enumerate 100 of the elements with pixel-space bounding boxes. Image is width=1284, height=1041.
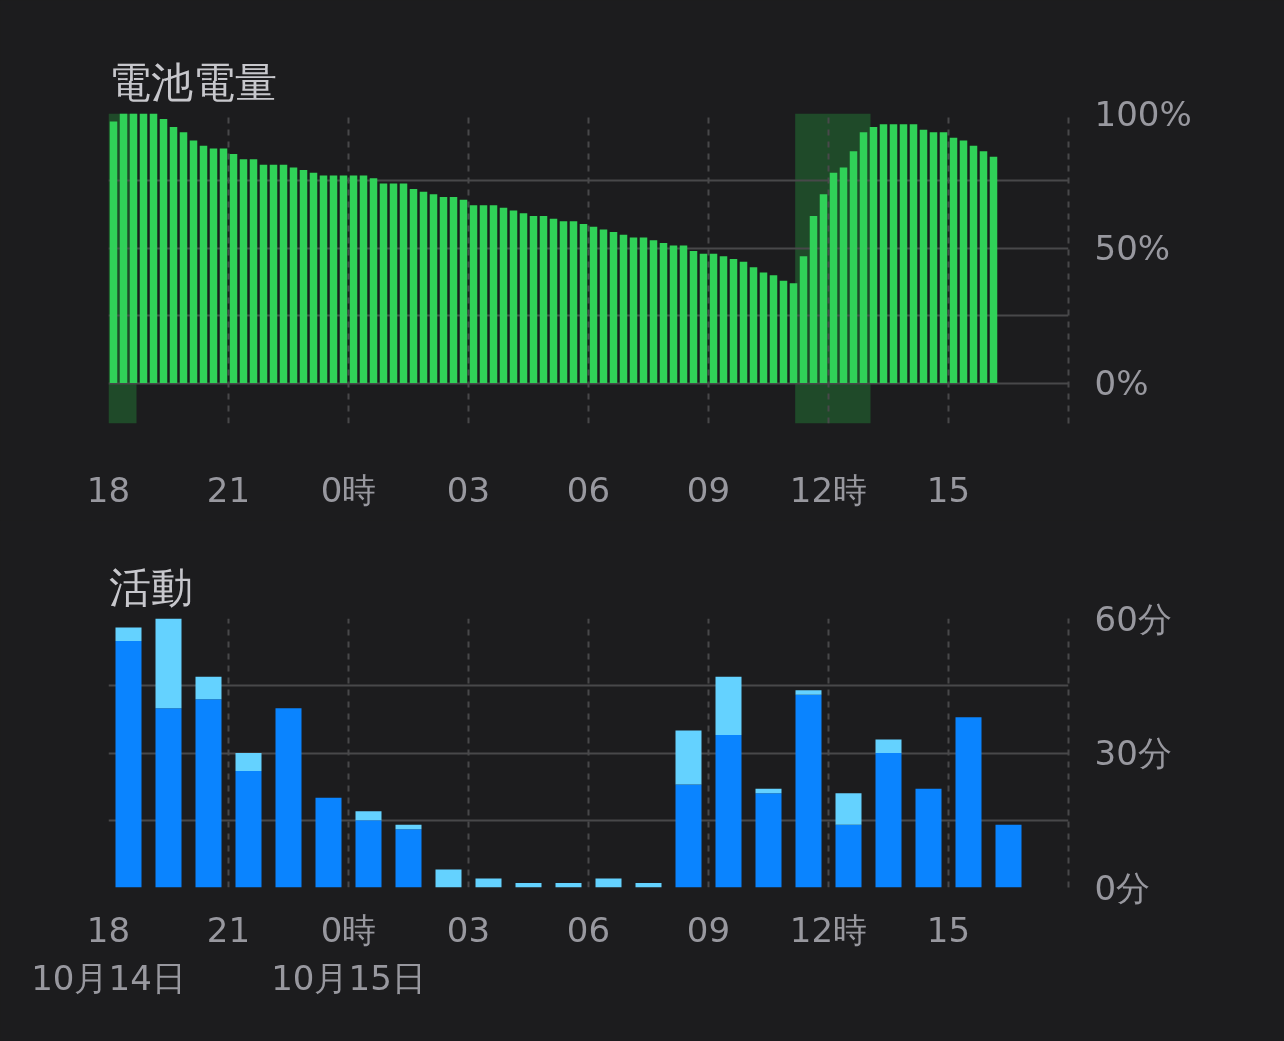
x-tick-label: 06 [566, 909, 611, 950]
y-tick-label: 100% [1094, 93, 1192, 134]
bar [339, 175, 348, 384]
bar [715, 735, 742, 888]
bar [875, 739, 902, 753]
bar [699, 253, 708, 384]
bar [809, 215, 818, 384]
bar [675, 784, 702, 888]
bar [995, 824, 1022, 888]
bar [409, 188, 418, 384]
bar [329, 175, 338, 384]
bar [479, 205, 488, 384]
bar [155, 708, 182, 888]
bar [955, 717, 982, 888]
bar [929, 132, 938, 384]
y-tick-label: 0% [1094, 363, 1149, 404]
bar [779, 280, 788, 384]
bar [169, 126, 178, 384]
bar [209, 148, 218, 384]
bar [315, 797, 342, 888]
y-tick-label: 0分 [1094, 867, 1151, 908]
bar [489, 205, 498, 384]
x-tick-label: 18 [86, 469, 131, 510]
bar [749, 267, 758, 384]
x-tick-label: 03 [446, 909, 491, 950]
bar [849, 151, 858, 384]
bar [179, 132, 188, 384]
chart-title: 活動 [108, 562, 193, 612]
bar [195, 676, 222, 700]
bar [919, 129, 928, 384]
bar [799, 256, 808, 384]
x-tick-label: 12時 [789, 909, 868, 950]
bar [979, 151, 988, 384]
bar [189, 140, 198, 384]
x-tick-label: 09 [686, 909, 731, 950]
x-tick-label: 15 [926, 909, 971, 950]
bar [155, 618, 182, 709]
bar [349, 175, 358, 384]
bar [379, 183, 388, 384]
bar [715, 676, 742, 736]
bar [949, 137, 958, 384]
bar [569, 221, 578, 384]
bar [649, 240, 658, 384]
bar [579, 224, 588, 384]
x-tick-label: 0時 [320, 469, 377, 510]
bar [439, 197, 448, 384]
bar [875, 753, 902, 888]
bar [159, 118, 168, 384]
bar [835, 793, 862, 825]
bar [389, 183, 398, 384]
x-tick-label: 21 [206, 469, 251, 510]
bar [235, 753, 262, 771]
bar [229, 153, 238, 384]
x-tick-label: 09 [686, 469, 731, 510]
x-tick-label: 0時 10月15日 [271, 909, 426, 998]
bar [395, 829, 422, 888]
bar [675, 730, 702, 785]
bar [309, 172, 318, 384]
bar [589, 226, 598, 384]
bar [355, 820, 382, 888]
bar [459, 199, 468, 384]
x-tick-label: 12時 [789, 469, 868, 510]
bar [509, 210, 518, 384]
bar [429, 194, 438, 384]
bar [199, 145, 208, 384]
bar [419, 191, 428, 384]
x-tick-label: 15 [926, 469, 971, 510]
x-tick-label: 18 10月14日 [31, 909, 186, 998]
bar [709, 253, 718, 384]
bar [669, 245, 678, 384]
y-tick-label: 30分 [1094, 733, 1172, 773]
bar [355, 811, 382, 821]
bar [829, 172, 838, 384]
bar [319, 175, 328, 384]
chart-title: 電池電量 [108, 57, 277, 107]
bar [879, 124, 888, 384]
bar [599, 229, 608, 384]
bar [115, 627, 142, 641]
bar [149, 113, 158, 384]
bar [679, 245, 688, 384]
bar [739, 261, 748, 384]
bar [449, 197, 458, 384]
bar [795, 690, 822, 695]
bar [249, 159, 258, 384]
bar [939, 132, 948, 384]
bar [989, 156, 998, 384]
bar [549, 218, 558, 384]
bar [629, 237, 638, 384]
bar [275, 708, 302, 888]
bar [819, 194, 828, 384]
bar [889, 124, 898, 384]
bar [529, 215, 538, 384]
bar [759, 272, 768, 384]
bar [839, 167, 848, 384]
bar [729, 259, 738, 384]
x-tick-label: 03 [446, 469, 491, 510]
x-tick-label: 21 [206, 909, 251, 950]
bar [289, 167, 298, 384]
bar [539, 215, 548, 384]
x-tick-label: 06 [566, 469, 611, 510]
